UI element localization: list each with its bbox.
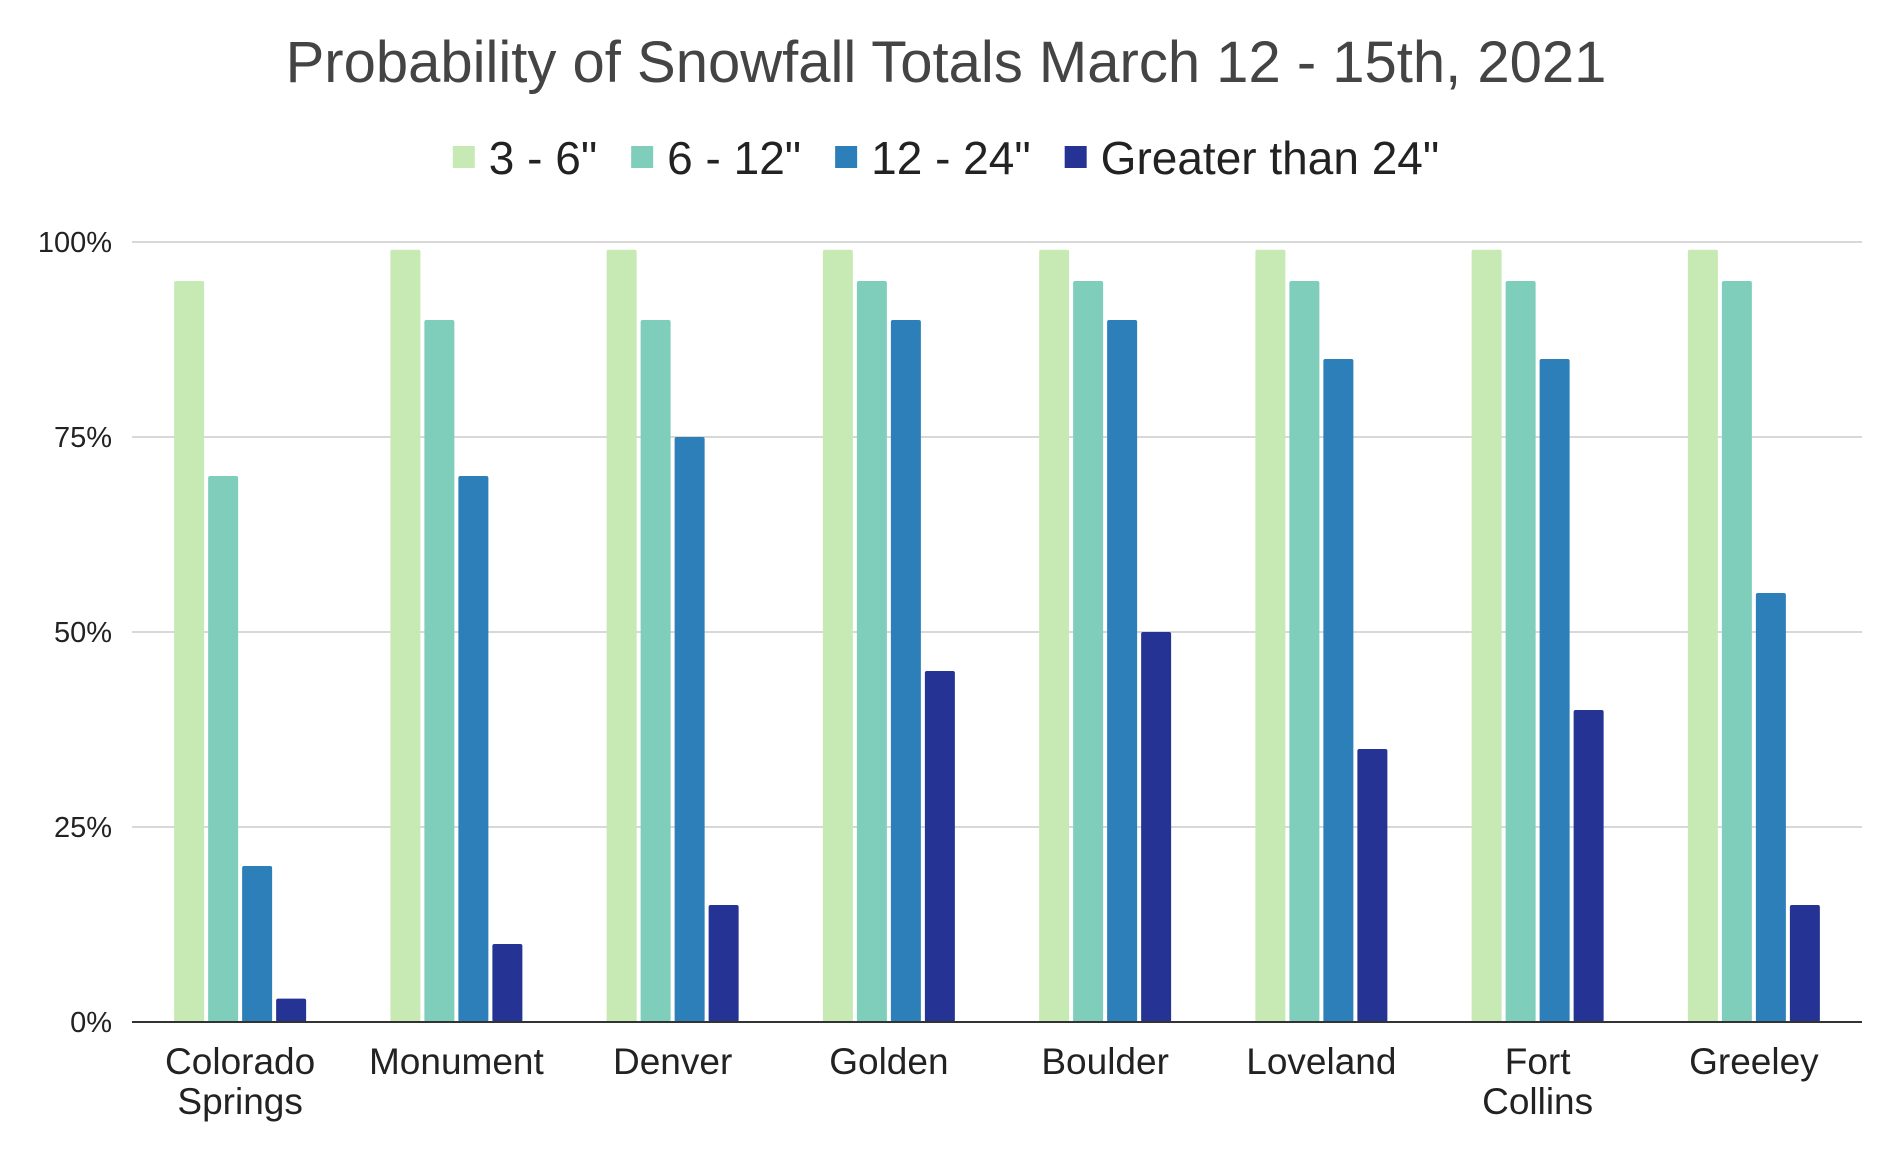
bar	[390, 249, 421, 1023]
bar	[1721, 281, 1752, 1022]
legend-item: 12 - 24"	[835, 132, 1031, 184]
x-tick-label: Fort Collins	[1482, 1041, 1593, 1122]
bar	[1755, 593, 1786, 1022]
bar	[606, 249, 637, 1023]
bar	[1357, 749, 1388, 1022]
y-tick-label: 50%	[54, 617, 112, 649]
legend-item: 3 - 6"	[452, 132, 597, 184]
bar	[1289, 281, 1320, 1022]
bar	[1687, 249, 1718, 1023]
x-tick-label: Colorado Springs	[165, 1041, 315, 1122]
y-tick-label: 75%	[54, 422, 112, 454]
bar	[1039, 249, 1070, 1023]
chart-title: Probability of Snowfall Totals March 12 …	[286, 30, 1607, 95]
x-tick-label: Loveland	[1246, 1041, 1396, 1082]
bars	[174, 249, 1820, 1023]
legend-swatch	[452, 146, 475, 168]
bar	[1471, 249, 1502, 1023]
x-tick-label: Denver	[613, 1041, 732, 1082]
bar	[640, 320, 671, 1022]
bar	[856, 281, 887, 1022]
x-tick-label: Golden	[829, 1041, 948, 1082]
y-tick-label: 25%	[54, 812, 112, 844]
bar	[1107, 320, 1138, 1022]
bar	[1505, 281, 1536, 1022]
bar	[242, 866, 273, 1022]
bar	[822, 249, 853, 1023]
bar	[924, 671, 955, 1022]
legend-item: 6 - 12"	[631, 132, 801, 184]
y-tick-label: 100%	[38, 227, 112, 259]
bar	[276, 998, 307, 1022]
bar	[1323, 359, 1354, 1022]
bar	[674, 437, 705, 1022]
legend-label: 3 - 6"	[489, 132, 597, 184]
bar	[1073, 281, 1104, 1022]
bar	[1573, 710, 1604, 1022]
bar	[1539, 359, 1570, 1022]
bar	[174, 281, 205, 1022]
y-tick-label: 0%	[70, 1007, 112, 1039]
bar	[492, 944, 523, 1022]
legend-label: Greater than 24"	[1101, 132, 1440, 184]
legend-swatch	[1064, 146, 1087, 168]
legend: 3 - 6" 6 - 12" 12 - 24" Greater than 24"	[452, 132, 1440, 184]
legend-label: 12 - 24"	[871, 132, 1031, 184]
legend-swatch	[631, 146, 654, 168]
x-tick-label: Boulder	[1041, 1041, 1169, 1082]
x-tick-label: Monument	[369, 1041, 545, 1082]
bar	[424, 320, 455, 1022]
x-tick-label: Greeley	[1689, 1041, 1819, 1082]
bar	[1141, 632, 1172, 1022]
bar	[708, 905, 739, 1022]
legend-swatch	[835, 146, 858, 168]
bar	[458, 476, 489, 1022]
legend-item: Greater than 24"	[1064, 132, 1440, 184]
bar	[208, 476, 239, 1022]
x-axis-labels: Colorado Springs Monument Denver Golden Bould…	[165, 1041, 1819, 1122]
legend-label: 6 - 12"	[667, 132, 801, 184]
bar	[890, 320, 921, 1022]
y-axis-ticks: 0% 25% 50% 75% 100%	[38, 227, 112, 1039]
bar	[1789, 905, 1820, 1022]
bar	[1255, 249, 1286, 1023]
